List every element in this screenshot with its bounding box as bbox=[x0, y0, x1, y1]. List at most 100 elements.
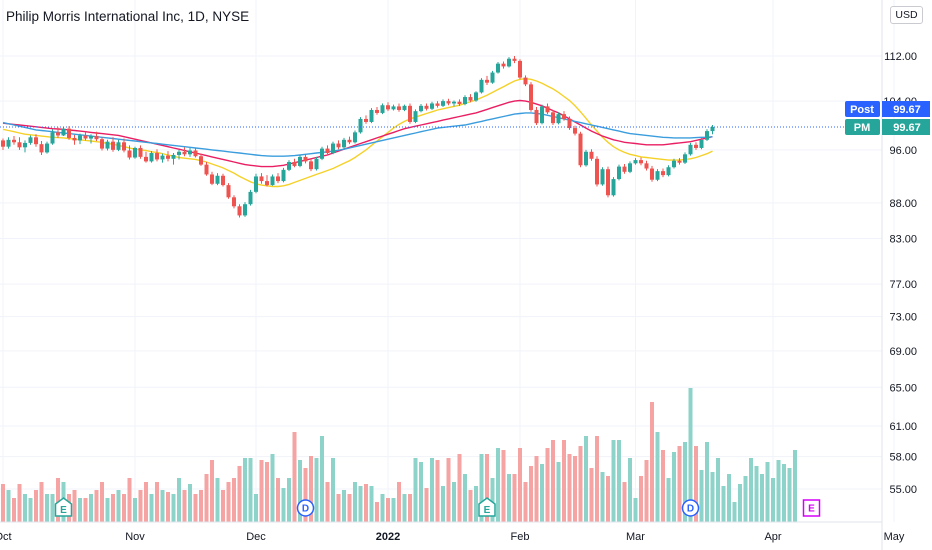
candle-body bbox=[710, 127, 715, 132]
candle-body bbox=[545, 106, 550, 113]
candle-body bbox=[358, 118, 363, 133]
volume-bar bbox=[639, 476, 643, 522]
price-tag-label: Post bbox=[850, 104, 874, 116]
marker-letter: E bbox=[808, 504, 815, 515]
future-earnings-marker-icon bbox=[802, 499, 821, 517]
candle-body bbox=[661, 171, 665, 176]
candle-body bbox=[303, 156, 308, 162]
volume-bar bbox=[556, 462, 561, 522]
price-tags: Post 99.67 PM 99.67 bbox=[845, 101, 930, 135]
candle-body bbox=[386, 105, 390, 110]
volume-bar bbox=[111, 494, 115, 522]
candle-body bbox=[474, 92, 478, 101]
price-axis[interactable]: 112.00104.0096.0088.0083.0077.0073.0069.… bbox=[883, 51, 917, 496]
volume-bar bbox=[699, 470, 704, 522]
volume-bar bbox=[72, 490, 77, 522]
candle-body bbox=[23, 142, 27, 148]
volume-bars bbox=[1, 388, 797, 522]
volume-bar bbox=[787, 468, 792, 522]
price-tag-value: 99.67 bbox=[893, 104, 921, 116]
candle-body bbox=[6, 139, 11, 147]
volume-bar bbox=[232, 478, 236, 522]
volume-bar bbox=[507, 474, 511, 522]
volume-bar bbox=[78, 498, 82, 522]
volume-bar bbox=[771, 478, 775, 522]
volume-bar bbox=[765, 462, 770, 522]
candle-body bbox=[562, 114, 566, 119]
time-tick-label: Apr bbox=[764, 531, 781, 543]
volume-bar bbox=[435, 460, 440, 522]
candle-body bbox=[380, 105, 385, 113]
candle-body bbox=[182, 151, 187, 155]
candle-body bbox=[589, 151, 594, 159]
volume-bar bbox=[694, 446, 698, 522]
candle-body bbox=[485, 79, 489, 83]
candle-body bbox=[155, 153, 159, 160]
time-tick-label: Nov bbox=[125, 531, 145, 543]
volume-bar bbox=[342, 490, 346, 522]
volume-bar bbox=[144, 482, 148, 522]
marker-letter: D bbox=[687, 504, 694, 515]
volume-bar bbox=[424, 488, 429, 522]
candle-body bbox=[556, 114, 561, 124]
volume-bar bbox=[254, 494, 258, 522]
candle-body bbox=[496, 63, 500, 73]
volume-bar bbox=[375, 502, 379, 522]
volume-bar bbox=[738, 484, 742, 522]
price-tick-label: 77.00 bbox=[889, 279, 917, 291]
candle-body bbox=[116, 142, 121, 150]
volume-bar bbox=[644, 460, 649, 522]
price-tick-label: 55.00 bbox=[889, 484, 917, 496]
volume-bar bbox=[441, 486, 445, 522]
time-axis[interactable]: Oct Nov Dec 2022 Feb Mar Apr May bbox=[0, 531, 905, 543]
volume-bar bbox=[501, 450, 506, 522]
candle-body bbox=[551, 112, 555, 124]
moving-average-line bbox=[2, 112, 713, 157]
price-tick-label: 96.00 bbox=[889, 145, 917, 157]
candle-body bbox=[424, 105, 429, 109]
candle-body bbox=[122, 142, 126, 151]
volume-bar bbox=[237, 466, 242, 522]
volume-bar bbox=[628, 458, 632, 522]
candle-body bbox=[479, 79, 484, 93]
volume-bar bbox=[529, 466, 533, 522]
volume-bar bbox=[45, 494, 49, 522]
volume-bar bbox=[155, 482, 159, 522]
candle-body bbox=[347, 139, 352, 143]
moving-average-line bbox=[2, 77, 713, 188]
candle-body bbox=[309, 161, 313, 170]
volume-bar bbox=[567, 454, 572, 522]
marker-letter: D bbox=[302, 504, 309, 515]
earnings-marker-icon bbox=[478, 497, 496, 517]
moving-average-lines bbox=[2, 77, 713, 188]
volume-bar bbox=[259, 460, 264, 522]
candle-body bbox=[199, 156, 203, 165]
candle-body bbox=[28, 137, 33, 143]
candle-body bbox=[89, 136, 93, 139]
volume-bar bbox=[331, 458, 335, 522]
candle-body bbox=[342, 139, 346, 148]
time-tick-label: Oct bbox=[0, 531, 12, 543]
candle-body bbox=[83, 135, 88, 139]
volume-bar bbox=[584, 436, 588, 522]
time-tick-label: Dec bbox=[246, 531, 266, 543]
candle-body bbox=[375, 109, 379, 113]
price-tick-label: 73.00 bbox=[889, 312, 917, 324]
candle-body bbox=[265, 181, 269, 186]
marker-letter: E bbox=[484, 505, 491, 516]
currency-button[interactable]: USD bbox=[890, 6, 923, 24]
volume-bar bbox=[457, 454, 462, 522]
volume-bar bbox=[688, 388, 693, 522]
candle-body bbox=[215, 175, 220, 184]
volume-bar bbox=[116, 490, 121, 522]
candle-body bbox=[617, 166, 621, 180]
candle-body bbox=[468, 97, 473, 101]
volume-bar bbox=[595, 436, 599, 522]
volume-bar bbox=[100, 482, 104, 522]
candle-body bbox=[61, 128, 66, 136]
price-tag-value: 99.67 bbox=[893, 122, 921, 134]
volume-bar bbox=[243, 458, 247, 522]
candle-body bbox=[655, 171, 660, 180]
candle-body bbox=[397, 106, 401, 110]
